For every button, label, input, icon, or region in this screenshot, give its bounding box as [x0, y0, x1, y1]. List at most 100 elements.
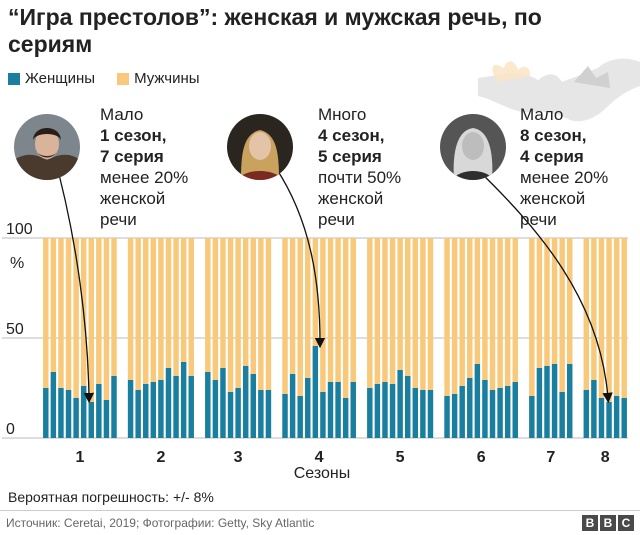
bar-women: [150, 382, 157, 438]
annotation-3-line6: речи: [520, 210, 557, 229]
bar-women: [50, 372, 57, 438]
arrow-1: [51, 147, 95, 404]
bar-men: [135, 238, 141, 390]
bar-men: [320, 238, 326, 392]
bar-men: [459, 238, 465, 386]
bar-women: [536, 368, 543, 438]
x-axis: 1 2 3 4 5 6 7 8: [75, 449, 609, 466]
annotation-1-line5: женской: [100, 189, 166, 208]
bar-men: [205, 238, 211, 372]
bar-men: [536, 238, 543, 368]
bar-women: [482, 380, 488, 438]
bar-men: [504, 238, 511, 386]
bar-men: [220, 238, 226, 368]
bar-women: [467, 378, 473, 438]
bar-men: [567, 238, 573, 364]
y-axis-unit: %: [10, 255, 24, 272]
bar-men: [497, 238, 503, 388]
bar-men: [173, 238, 179, 376]
bar-men: [150, 238, 157, 382]
legend-label-men: Мужчины: [134, 70, 200, 87]
bar-men: [305, 238, 311, 378]
annotation-1-line4: менее 20%: [100, 168, 189, 187]
bar-men: [58, 238, 64, 388]
bar-men: [289, 238, 296, 374]
annotation-3-line4: менее 20%: [520, 168, 609, 187]
bar-women: [43, 388, 49, 438]
bar-women: [220, 368, 226, 438]
bar-men: [235, 238, 241, 388]
bar-women: [444, 396, 450, 438]
portrait-daenerys: [440, 114, 506, 180]
arrow-3: [475, 167, 613, 404]
annotation-1-line3: 7 серия: [100, 147, 164, 166]
legend-label-women: Женщины: [25, 70, 96, 87]
bar-women: [58, 388, 64, 438]
bar-women: [350, 382, 356, 438]
bar-women: [282, 394, 288, 438]
bar-women: [504, 386, 511, 438]
annotation-1-line2: 1 сезон,: [100, 126, 167, 145]
bar-women: [242, 366, 249, 438]
bar-women: [73, 398, 79, 438]
x-tick-label: 3: [234, 449, 243, 466]
bar-women: [143, 384, 149, 438]
bar-men: [551, 238, 558, 364]
bar-women: [127, 380, 134, 438]
bar-women: [111, 376, 117, 438]
bar-women: [227, 392, 234, 438]
bar-men: [158, 238, 164, 380]
x-axis-title: Сезоны: [294, 465, 351, 482]
bar-women: [212, 380, 219, 438]
x-tick-label: 2: [156, 449, 165, 466]
bar-men: [444, 238, 450, 396]
annotation-2-line1: Много: [318, 105, 367, 124]
x-tick-label: 7: [546, 449, 555, 466]
bar-men: [312, 238, 319, 346]
annotation-2-line4: почти 50%: [318, 168, 402, 187]
bar-women: [598, 398, 605, 438]
annotation-1: Мало 1 сезон, 7 серия менее 20% женской …: [100, 104, 188, 230]
bar-women: [459, 386, 465, 438]
bar-men: [297, 238, 303, 396]
bar-women: [367, 388, 373, 438]
bar-women: [606, 402, 612, 438]
annotation-3-line3: 4 серия: [520, 147, 584, 166]
bar-men: [482, 238, 488, 380]
bar-men: [88, 238, 94, 402]
bar-men: [327, 238, 334, 382]
bar-men: [374, 238, 381, 384]
bar-men: [342, 238, 349, 398]
bar-women: [529, 396, 535, 438]
bar-men: [489, 238, 496, 390]
legend-swatch-men: [117, 72, 130, 85]
bar-men: [73, 238, 79, 398]
bar-men: [474, 238, 481, 364]
bar-men: [212, 238, 219, 380]
bar-men: [544, 238, 550, 366]
bar-men: [282, 238, 288, 394]
bar-women: [96, 384, 102, 438]
error-margin-note: Вероятная погрешность: +/- 8%: [8, 489, 214, 505]
bar-women: [420, 390, 426, 438]
annotation-2-line3: 5 серия: [318, 147, 382, 166]
y-tick-label: 50: [6, 321, 24, 338]
bar-women: [235, 388, 241, 438]
legend-item-women: Женщины: [8, 70, 95, 87]
y-tick-label: 0: [6, 421, 15, 438]
legend: Женщины Мужчины: [8, 70, 222, 87]
bar-women: [188, 376, 194, 438]
footer-divider: [0, 510, 640, 511]
bbc-logo: B B C: [582, 515, 634, 531]
bar-women: [544, 366, 550, 438]
bar-men: [103, 238, 110, 400]
bar-men: [389, 238, 396, 384]
bar-men: [165, 238, 172, 368]
annotation-2-line6: речи: [318, 210, 355, 229]
bar-men: [180, 238, 187, 362]
bar-women: [250, 374, 257, 438]
bar-men: [529, 238, 535, 396]
bar-women: [135, 390, 141, 438]
bar-men: [451, 238, 458, 394]
bar-men: [397, 238, 403, 370]
